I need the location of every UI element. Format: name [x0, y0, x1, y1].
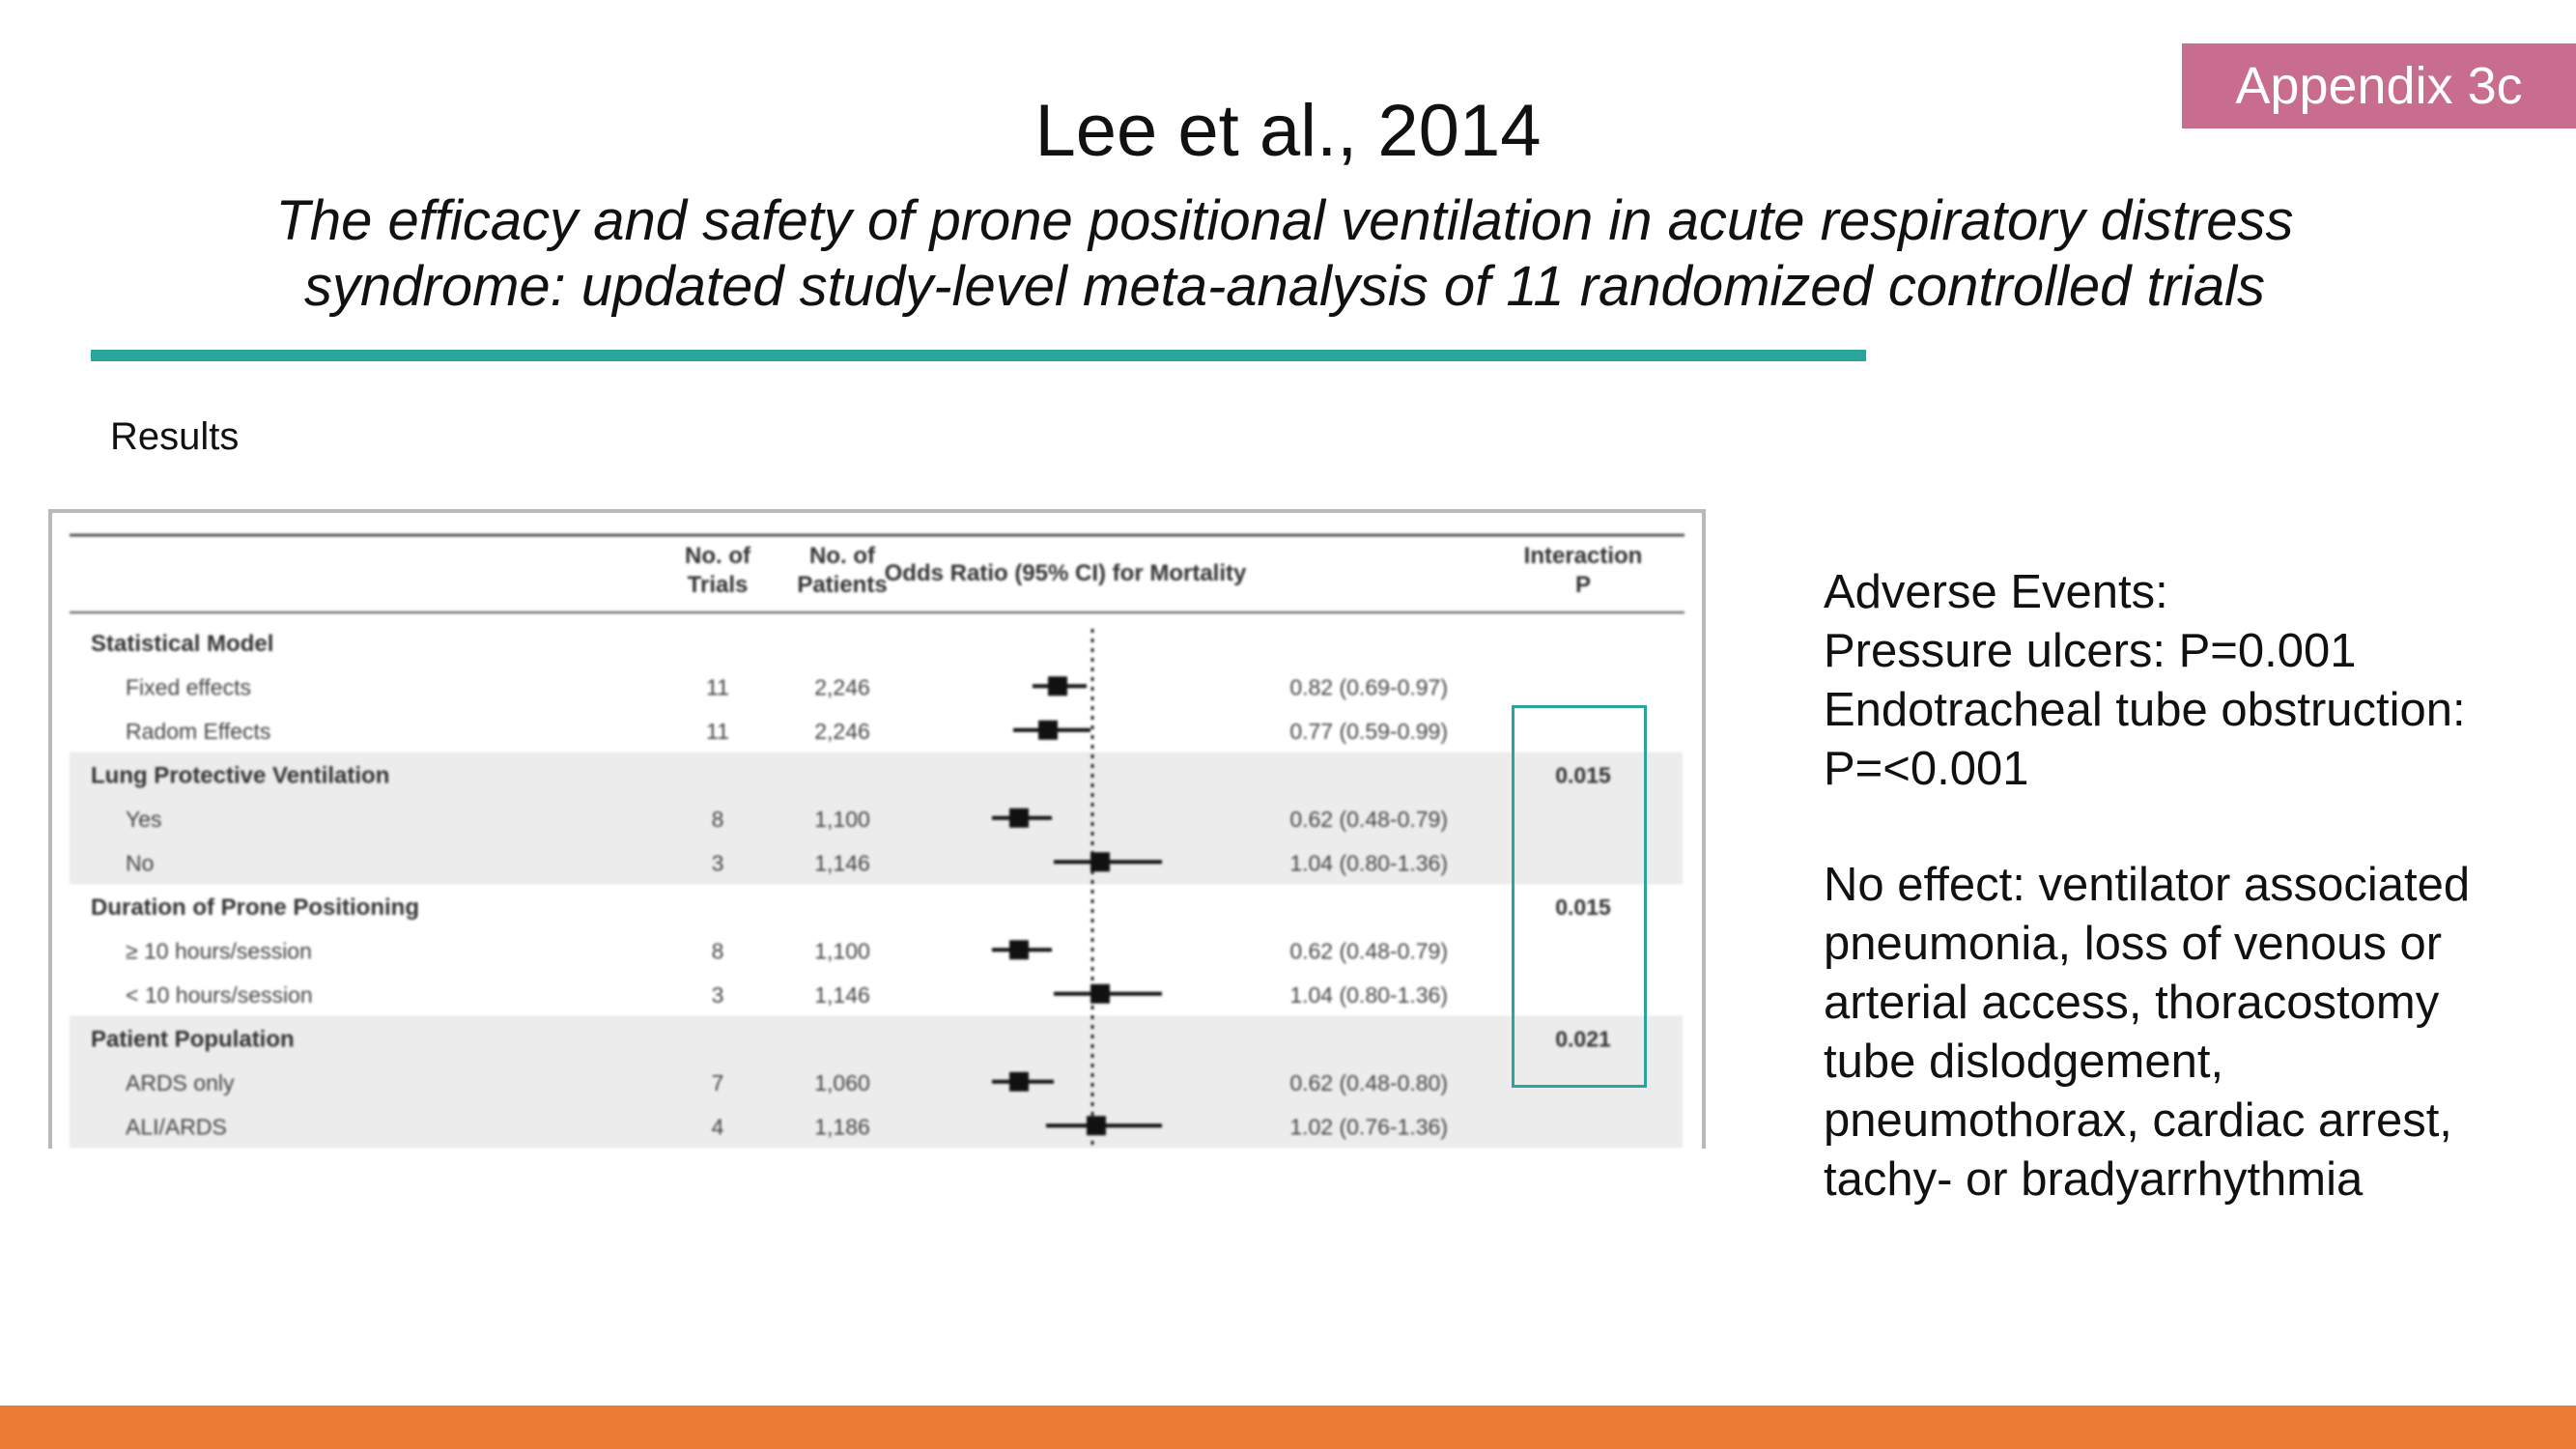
- no-effect-line: tube dislodgement,: [1824, 1036, 2224, 1088]
- et-tube-p-line: P=<0.001: [1824, 743, 2029, 795]
- interaction-p-value: 0.021: [1555, 1026, 1611, 1051]
- group-label: Duration of Prone Positioning: [91, 895, 419, 921]
- row-patients: 1,100: [814, 938, 870, 963]
- interaction-p-highlight-box: [1512, 705, 1647, 1088]
- row-patients: 1,146: [814, 850, 870, 875]
- row-label: ≥ 10 hours/session: [126, 938, 312, 963]
- row-trials: 8: [712, 807, 724, 832]
- interaction-p-value: 0.015: [1555, 762, 1611, 787]
- row-patients: 1,146: [814, 982, 870, 1008]
- no-effect-line: arterial access, thoracostomy: [1824, 977, 2440, 1029]
- row-shade: [70, 1060, 1683, 1104]
- row-or-ci: 1.04 (0.80-1.36): [1289, 850, 1448, 875]
- row-label: Radom Effects: [126, 719, 270, 744]
- row-shade: [70, 796, 1683, 840]
- subtitle-line-1: The efficacy and safety of prone positio…: [275, 189, 2294, 252]
- header-interaction: P: [1575, 572, 1591, 598]
- row-patients: 2,246: [814, 674, 870, 699]
- row-label: No: [126, 850, 154, 875]
- point-estimate: [1048, 676, 1067, 696]
- row-label: ARDS only: [126, 1070, 235, 1095]
- row-or-ci: 0.62 (0.48-0.80): [1289, 1070, 1448, 1095]
- no-effect-line: tachy- or bradyarrhythmia: [1824, 1153, 2364, 1206]
- group-label: Lung Protective Ventilation: [91, 762, 389, 788]
- group-label: Statistical Model: [91, 631, 273, 657]
- header-interaction: Interaction: [1524, 543, 1643, 569]
- row-trials: 4: [712, 1114, 724, 1139]
- adverse-events-panel: Adverse Events: Pressure ulcers: P=0.001…: [1824, 563, 2519, 1209]
- pressure-ulcers-line: Pressure ulcers: P=0.001: [1824, 625, 2357, 677]
- row-trials: 7: [712, 1070, 724, 1095]
- row-or-ci: 1.04 (0.80-1.36): [1289, 982, 1448, 1008]
- subtitle-line-2: syndrome: updated study-level meta-analy…: [304, 255, 2265, 318]
- header-patients: No. of: [809, 543, 876, 569]
- row-or-ci: 0.62 (0.48-0.79): [1289, 938, 1448, 963]
- no-effect-line: pneumothorax, cardiac arrest,: [1824, 1094, 2452, 1147]
- row-label: ALI/ARDS: [126, 1114, 227, 1139]
- point-estimate: [1009, 808, 1029, 828]
- row-patients: 1,186: [814, 1114, 870, 1139]
- bottom-accent-bar: [0, 1406, 2576, 1449]
- point-estimate: [1009, 1071, 1029, 1092]
- row-shade: [70, 1103, 1683, 1149]
- row-or-ci: 1.02 (0.76-1.36): [1289, 1114, 1448, 1139]
- row-patients: 2,246: [814, 719, 870, 744]
- no-effect-line: No effect: ventilator associated: [1824, 859, 2471, 911]
- point-estimate: [1038, 720, 1058, 740]
- results-label: Results: [110, 415, 240, 458]
- title-divider: [91, 350, 1866, 361]
- row-label: < 10 hours/session: [126, 982, 313, 1008]
- forest-plot-figure: No. of Trials No. of Patients Odds Ratio (95…: [48, 509, 1706, 1149]
- point-estimate: [1090, 852, 1110, 872]
- slide-subtitle: The efficacy and safety of prone positio…: [174, 188, 2395, 320]
- row-shade: [70, 1015, 1683, 1061]
- row-trials: 3: [712, 982, 724, 1008]
- row-shade: [70, 839, 1683, 885]
- header-trials: No. of: [685, 543, 751, 569]
- row-patients: 1,060: [814, 1070, 870, 1095]
- row-label: Fixed effects: [126, 674, 251, 699]
- row-or-ci: 0.77 (0.59-0.99): [1289, 719, 1448, 744]
- et-tube-line: Endotracheal tube obstruction:: [1824, 684, 2466, 736]
- header-odds-ratio: Odds Ratio (95% CI) for Mortality: [885, 560, 1247, 586]
- point-estimate: [1009, 940, 1029, 960]
- row-trials: 11: [706, 674, 729, 699]
- row-shade: [70, 752, 1683, 797]
- row-label: Yes: [126, 807, 162, 832]
- row-trials: 3: [712, 850, 724, 875]
- row-trials: 11: [706, 719, 729, 744]
- header-trials: Trials: [688, 572, 749, 598]
- point-estimate: [1087, 1116, 1106, 1136]
- row-or-ci: 0.62 (0.48-0.79): [1289, 807, 1448, 832]
- no-effect-line: pneumonia, loss of venous or: [1824, 918, 2443, 970]
- interaction-p-value: 0.015: [1555, 895, 1611, 920]
- row-trials: 8: [712, 938, 724, 963]
- group-label: Patient Population: [91, 1026, 295, 1052]
- row-patients: 1,100: [814, 807, 870, 832]
- header-patients: Patients: [797, 572, 887, 598]
- appendix-badge: Appendix 3c: [2182, 43, 2576, 128]
- adverse-events-heading: Adverse Events:: [1824, 566, 2168, 618]
- row-or-ci: 0.82 (0.69-0.97): [1289, 674, 1448, 699]
- point-estimate: [1090, 983, 1110, 1004]
- slide-title: Lee et al., 2014: [1034, 90, 1542, 172]
